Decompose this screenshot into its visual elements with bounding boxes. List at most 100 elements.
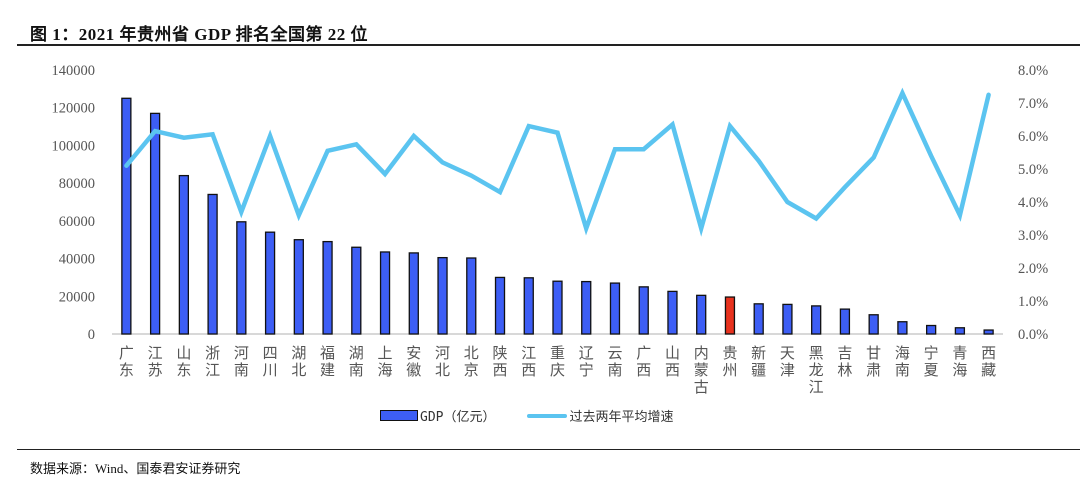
left-y-tick: 0 — [88, 327, 95, 343]
gdp-chart: 020000400006000080000100000120000140000 … — [52, 63, 1049, 396]
x-tick-label: 广 — [636, 344, 651, 362]
left-y-tick: 120000 — [52, 101, 96, 117]
bar-上海 — [379, 251, 391, 335]
gdp-bars — [121, 97, 994, 335]
x-tick-label: 庆 — [550, 361, 565, 379]
x-tick-label: 湖 — [349, 344, 364, 362]
x-tick-label: 西 — [521, 361, 536, 379]
right-y-tick: 3.0% — [1018, 228, 1048, 244]
bar-陕西 — [494, 276, 506, 335]
x-tick-label: 北 — [464, 344, 479, 362]
x-tick-label: 浙 — [205, 344, 220, 362]
legend-label-growth: 过去两年平均增速 — [569, 410, 674, 425]
right-y-tick: 5.0% — [1018, 162, 1048, 178]
x-tick-label: 青 — [952, 344, 967, 362]
bar-福建 — [322, 240, 333, 335]
x-tick-label: 广 — [119, 344, 134, 362]
x-tick-label: 黑 — [809, 344, 824, 362]
growth-rate-line — [124, 87, 991, 237]
bar-辽宁 — [581, 280, 592, 335]
footer-divider — [17, 449, 1080, 450]
x-tick-label: 江 — [809, 378, 824, 396]
x-tick-label: 山 — [176, 344, 191, 362]
bar-天津 — [782, 303, 793, 335]
x-tick-label: 云 — [607, 344, 622, 362]
left-y-tick: 40000 — [59, 252, 95, 268]
bar-海南 — [897, 321, 908, 335]
x-tick-label: 内 — [694, 344, 709, 362]
bar-湖南 — [351, 246, 362, 335]
x-tick-label: 肃 — [866, 361, 881, 379]
bar-浙江 — [207, 193, 218, 335]
bar-黑龙江 — [811, 305, 822, 335]
bar-西藏 — [983, 329, 994, 335]
bar-山东 — [178, 174, 190, 335]
x-tick-label: 津 — [780, 361, 795, 379]
bar-广西 — [638, 286, 649, 335]
x-tick-label: 西 — [981, 344, 996, 362]
left-y-tick: 20000 — [59, 289, 95, 305]
bar-河北 — [437, 256, 448, 335]
line-swatch-icon — [527, 413, 568, 418]
right-y-tick: 8.0% — [1018, 63, 1048, 79]
x-tick-label: 宁 — [579, 361, 594, 379]
x-tick-label: 建 — [320, 361, 335, 379]
x-tick-label: 辽 — [579, 344, 594, 362]
x-tick-label: 山 — [665, 344, 680, 362]
bar-云南 — [609, 282, 621, 335]
bar-江西 — [523, 277, 534, 335]
x-tick-label: 西 — [665, 361, 680, 379]
right-y-tick: 6.0% — [1018, 129, 1048, 145]
bar-吉林 — [839, 308, 851, 335]
x-tick-label: 海 — [895, 344, 910, 362]
right-y-tick: 1.0% — [1018, 294, 1048, 310]
right-y-tick: 0.0% — [1018, 327, 1048, 343]
x-tick-label: 南 — [349, 361, 364, 379]
bar-内蒙古 — [696, 294, 707, 335]
x-tick-label: 贵 — [722, 344, 737, 362]
title-divider — [17, 44, 1080, 46]
x-tick-label: 天 — [780, 344, 795, 362]
bar-甘肃 — [868, 314, 879, 335]
x-tick-label: 疆 — [751, 361, 766, 379]
x-tick-label: 新 — [751, 344, 766, 362]
x-tick-label: 吉 — [837, 344, 852, 362]
bar-山西 — [667, 290, 678, 335]
bar-北京 — [466, 257, 477, 335]
legend-item-growth: 过去两年平均增速 — [527, 406, 674, 425]
x-tick-label: 徽 — [406, 361, 421, 379]
x-tick-label: 宁 — [924, 344, 939, 362]
right-y-tick: 4.0% — [1018, 195, 1048, 211]
legend-item-gdp: GDP（亿元） — [380, 406, 495, 425]
x-tick-label: 江 — [521, 344, 536, 362]
x-tick-label: 北 — [435, 361, 450, 379]
x-axis-labels: 广东江苏山东浙江河南四川湖北福建湖南上海安徽河北北京陕西江西重庆辽宁云南广西山西… — [119, 344, 996, 396]
bar-安徽 — [408, 252, 419, 335]
bar-新疆 — [753, 303, 764, 335]
x-tick-label: 河 — [435, 344, 450, 362]
x-tick-label: 苏 — [148, 361, 163, 379]
right-y-tick: 2.0% — [1018, 261, 1048, 277]
x-tick-label: 陕 — [493, 344, 508, 362]
left-y-axis: 0 20000 40000 60000 80000 100000 120000 140000 — [52, 63, 96, 343]
bar-河南 — [236, 221, 247, 335]
x-tick-label: 京 — [464, 361, 479, 379]
x-tick-label: 龙 — [809, 361, 824, 379]
x-tick-label: 东 — [119, 361, 134, 379]
legend-label-gdp: GDP（亿元） — [420, 410, 496, 425]
bar-swatch-icon — [380, 410, 418, 421]
x-tick-label: 河 — [234, 344, 249, 362]
x-tick-label: 川 — [263, 361, 278, 379]
x-tick-label: 蒙 — [694, 361, 709, 379]
bar-广东 — [121, 97, 132, 335]
x-tick-label: 安 — [406, 344, 421, 362]
bar-重庆 — [552, 280, 563, 335]
x-tick-label: 藏 — [981, 361, 996, 379]
x-tick-label: 江 — [205, 361, 220, 379]
x-tick-label: 北 — [291, 361, 306, 379]
left-y-tick: 100000 — [52, 138, 96, 154]
left-y-tick: 80000 — [59, 176, 95, 192]
bar-湖北 — [293, 239, 304, 335]
right-y-axis: 0.0% 1.0% 2.0% 3.0% 4.0% 5.0% 6.0% 7.0% 8.0% — [1018, 63, 1048, 343]
bar-宁夏 — [925, 324, 937, 335]
